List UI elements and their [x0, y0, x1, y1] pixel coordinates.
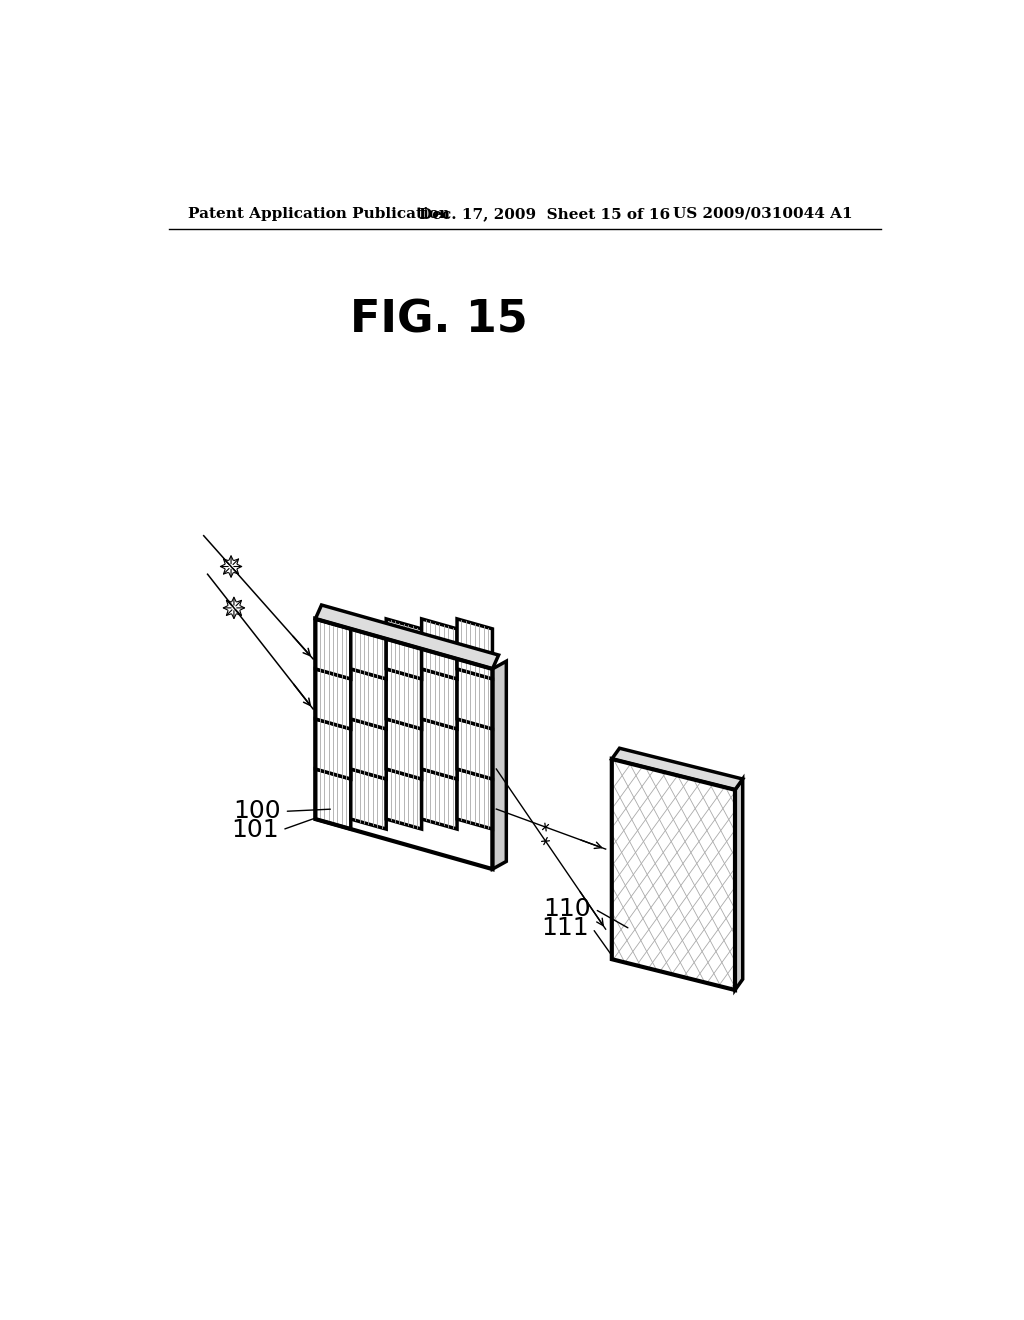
- Polygon shape: [315, 669, 351, 729]
- Polygon shape: [386, 770, 422, 829]
- Polygon shape: [386, 669, 422, 729]
- Polygon shape: [315, 605, 499, 669]
- Polygon shape: [351, 619, 386, 678]
- Polygon shape: [457, 770, 493, 829]
- Polygon shape: [611, 748, 742, 789]
- Polygon shape: [315, 719, 351, 779]
- Polygon shape: [351, 770, 386, 829]
- Polygon shape: [422, 669, 457, 729]
- Polygon shape: [351, 719, 386, 779]
- Polygon shape: [422, 770, 457, 829]
- Text: 100: 100: [233, 800, 281, 824]
- Polygon shape: [351, 669, 386, 729]
- Text: Patent Application Publication: Patent Application Publication: [188, 207, 451, 220]
- Polygon shape: [611, 759, 735, 990]
- Polygon shape: [315, 619, 351, 678]
- Polygon shape: [457, 619, 493, 678]
- Text: 111: 111: [541, 916, 589, 940]
- Polygon shape: [457, 719, 493, 779]
- Polygon shape: [735, 779, 742, 990]
- Text: Dec. 17, 2009  Sheet 15 of 16: Dec. 17, 2009 Sheet 15 of 16: [419, 207, 671, 220]
- Text: 101: 101: [230, 818, 279, 842]
- Polygon shape: [422, 619, 457, 678]
- Polygon shape: [422, 719, 457, 779]
- Polygon shape: [315, 770, 351, 829]
- Polygon shape: [493, 661, 506, 869]
- Text: 110: 110: [544, 898, 591, 921]
- Text: US 2009/0310044 A1: US 2009/0310044 A1: [674, 207, 853, 220]
- Polygon shape: [386, 719, 422, 779]
- Polygon shape: [386, 619, 422, 678]
- Polygon shape: [457, 669, 493, 729]
- Text: FIG. 15: FIG. 15: [349, 298, 527, 342]
